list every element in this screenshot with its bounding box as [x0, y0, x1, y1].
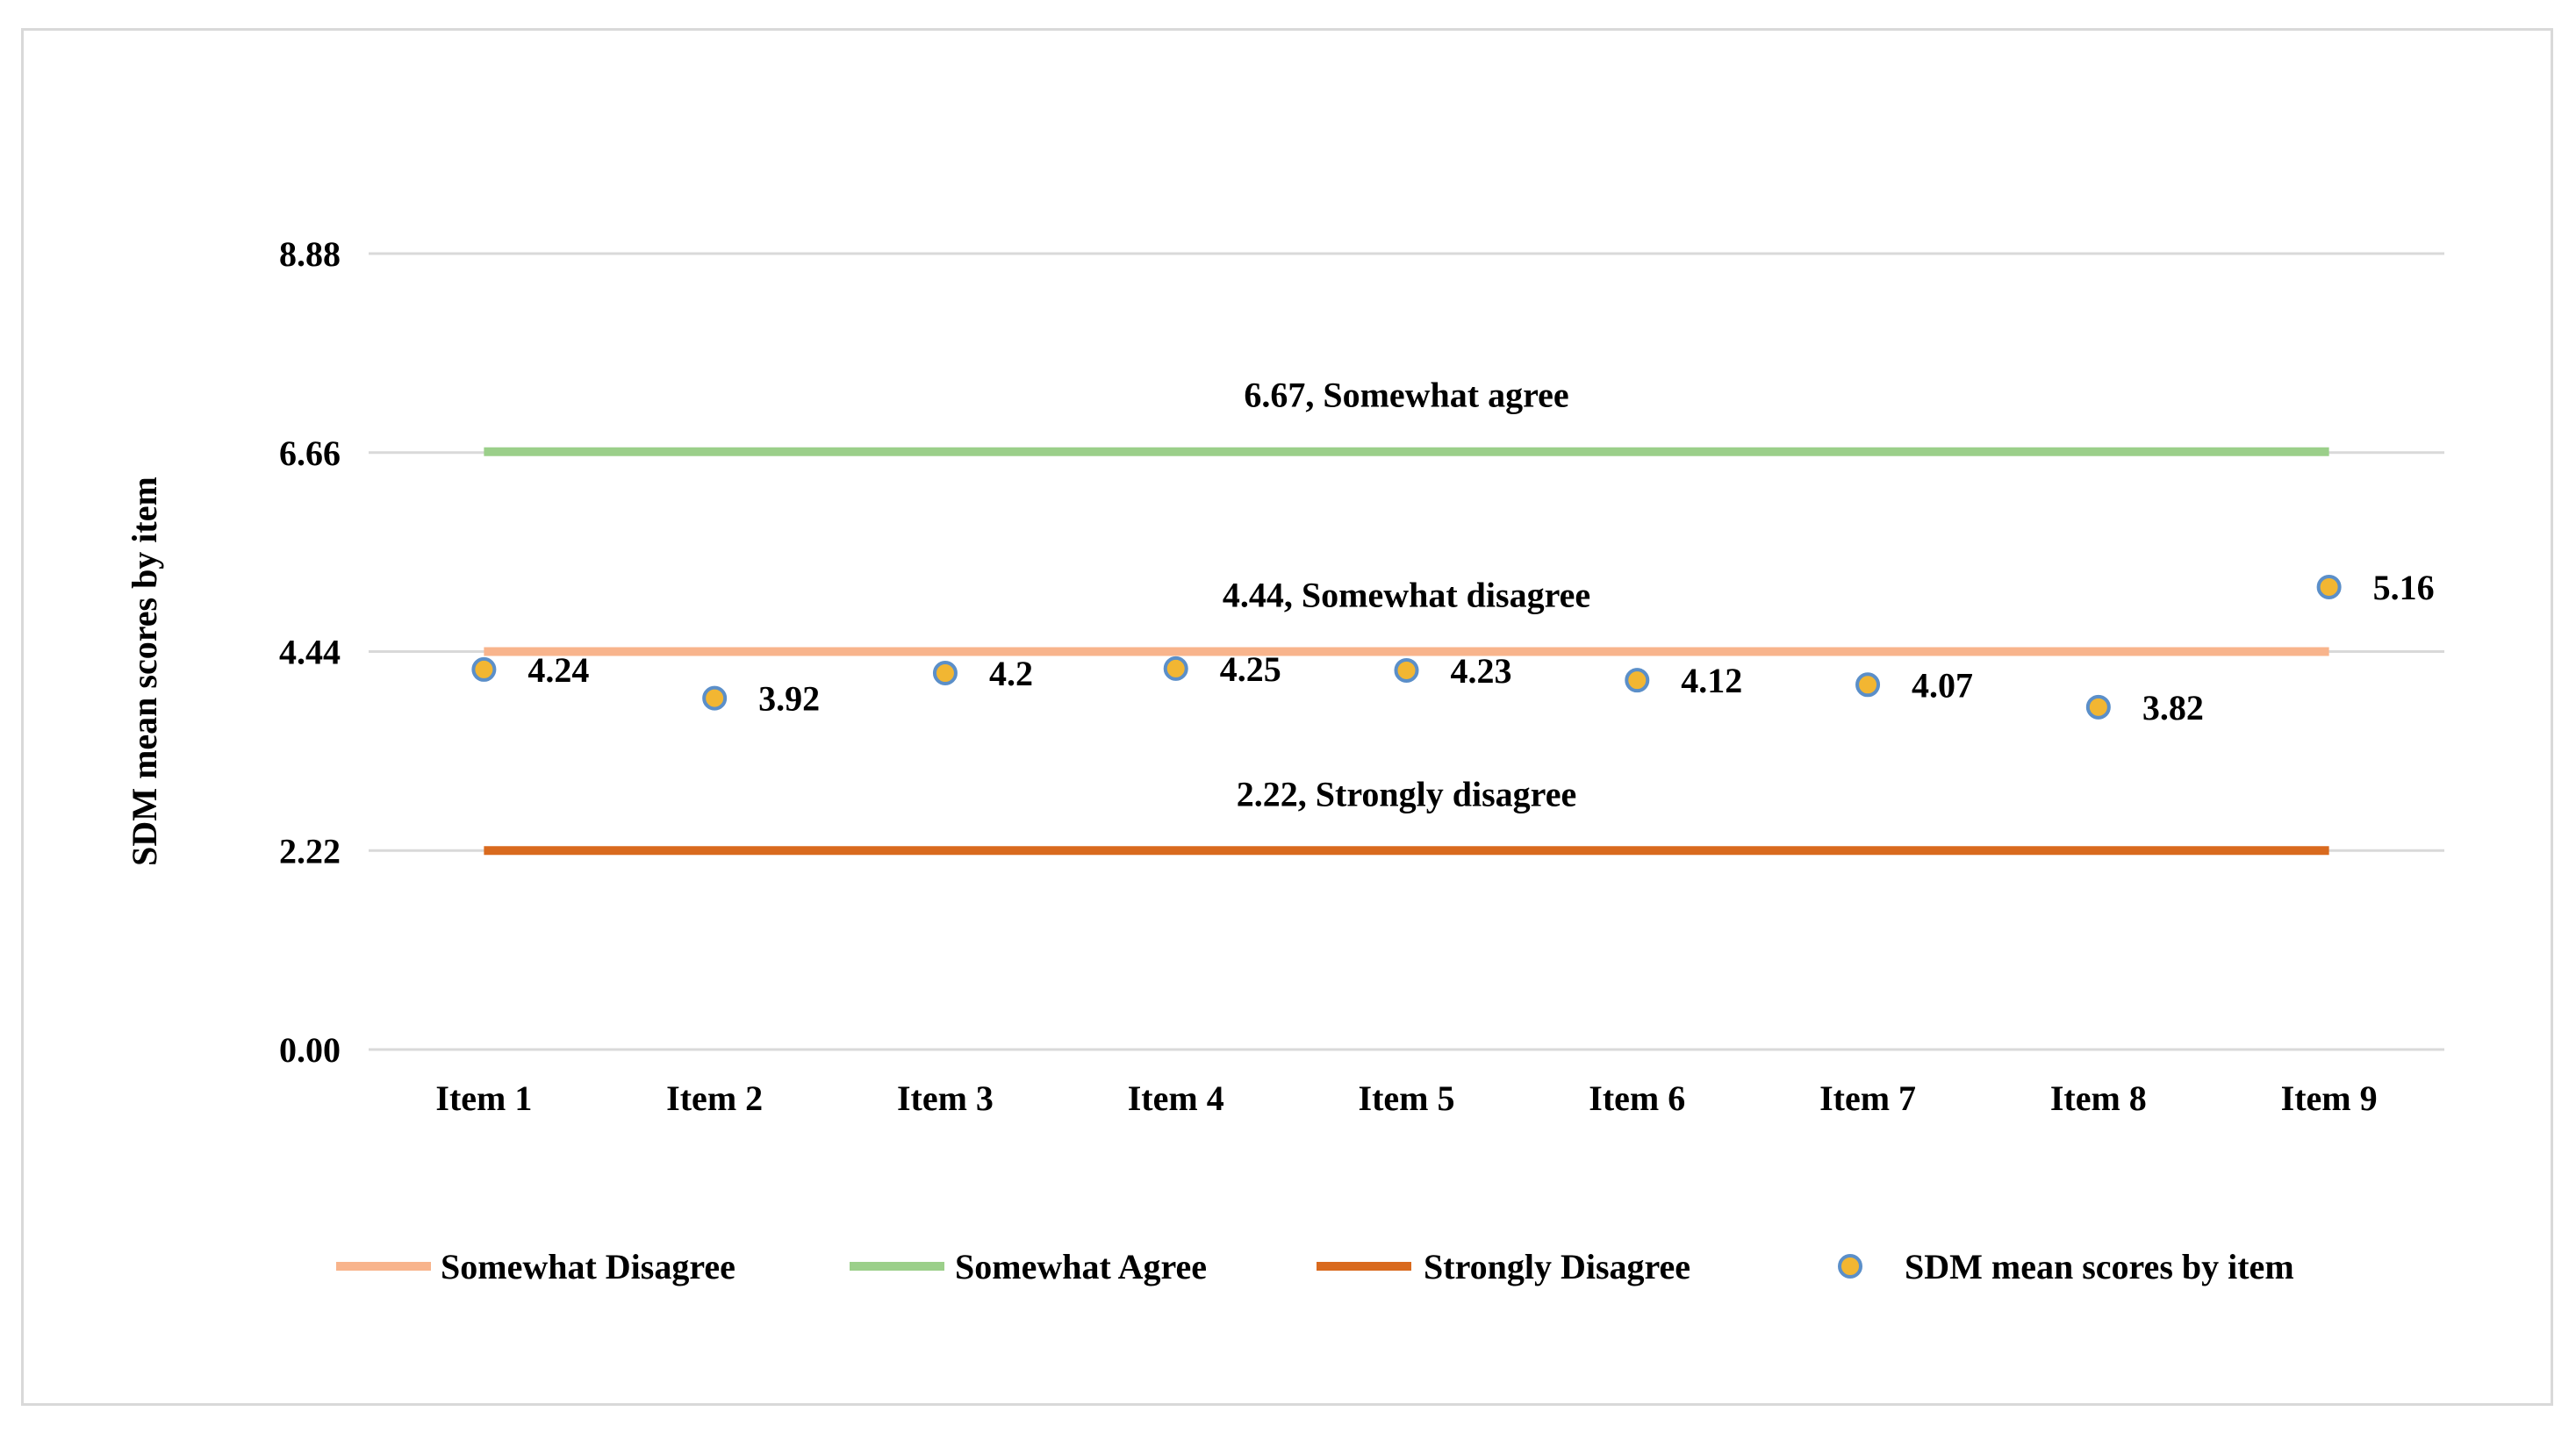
reference-line-labels: 4.44, Somewhat disagree 6.67, Somewhat ag…	[1223, 376, 1590, 814]
data-point	[2085, 694, 2111, 720]
y-axis-ticks: 0.00 2.22 4.44 6.66 8.88	[279, 234, 341, 1070]
reference-lines	[484, 447, 2329, 856]
legend-label: Strongly Disagree	[1424, 1247, 1690, 1286]
data-point	[932, 661, 958, 686]
y-tick-label: 0.00	[279, 1030, 341, 1070]
data-points	[471, 574, 2342, 720]
reference-line-label: 4.44, Somewhat disagree	[1223, 576, 1590, 615]
x-tick-label: Item 2	[666, 1078, 763, 1118]
data-label: 4.24	[527, 650, 589, 690]
data-label: 4.07	[1912, 665, 1973, 705]
legend-label: Somewhat Agree	[955, 1247, 1207, 1286]
data-point	[1855, 672, 1881, 698]
reference-line-label: 2.22, Strongly disagree	[1237, 774, 1576, 813]
y-axis-label: SDM mean scores by item	[125, 476, 164, 866]
legend-label: SDM mean scores by item	[1905, 1247, 2294, 1286]
y-tick-label: 4.44	[279, 633, 341, 672]
x-axis-ticks: Item 1 Item 2 Item 3 Item 4 Item 5 Item 6 Item…	[435, 1078, 2377, 1118]
data-label: 4.2	[989, 654, 1033, 693]
data-label: 5.16	[2373, 568, 2435, 607]
x-tick-label: Item 8	[2050, 1078, 2147, 1118]
y-tick-label: 6.66	[279, 433, 341, 473]
legend-label: Somewhat Disagree	[441, 1247, 735, 1286]
x-tick-label: Item 9	[2281, 1078, 2378, 1118]
x-tick-label: Item 6	[1589, 1078, 1685, 1118]
legend-marker	[1838, 1254, 1862, 1279]
data-point	[1394, 657, 1419, 683]
data-label: 3.82	[2142, 688, 2204, 727]
y-tick-label: 8.88	[279, 234, 341, 274]
data-label: 4.12	[1681, 661, 1742, 700]
x-tick-label: Item 1	[435, 1078, 532, 1118]
data-labels: 4.24 3.92 4.2 4.25 4.23 4.12 4.07 3.82 5.16	[527, 568, 2434, 727]
legend: Somewhat Disagree Somewhat Agree Strongly …	[336, 1247, 2294, 1286]
data-point	[702, 685, 728, 711]
x-tick-label: Item 4	[1128, 1078, 1224, 1118]
chart-frame	[21, 28, 2553, 1406]
data-point	[2316, 574, 2342, 599]
y-tick-label: 2.22	[279, 831, 341, 871]
data-point	[471, 656, 497, 682]
x-tick-label: Item 5	[1359, 1078, 1455, 1118]
data-label: 4.23	[1451, 651, 1512, 691]
data-point	[1163, 656, 1188, 681]
data-point	[1625, 668, 1650, 693]
data-label: 4.25	[1220, 649, 1281, 689]
data-label: 3.92	[758, 679, 820, 719]
reference-line-label: 6.67, Somewhat agree	[1244, 376, 1568, 415]
x-tick-label: Item 3	[897, 1078, 994, 1118]
x-tick-label: Item 7	[1819, 1078, 1916, 1118]
